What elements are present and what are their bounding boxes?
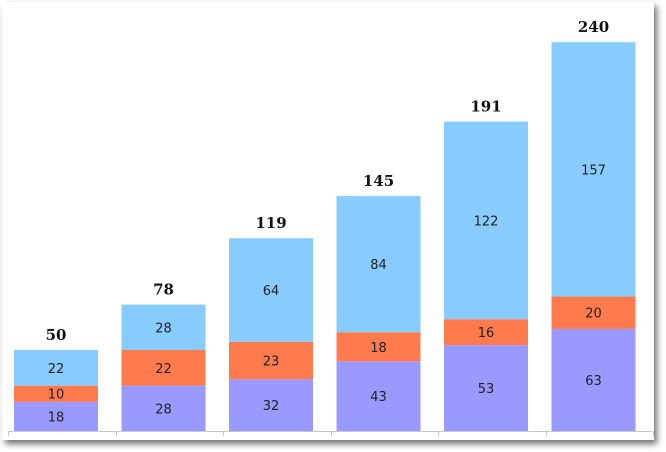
bar-segment-3	[444, 121, 528, 320]
bar-total-label: 119	[255, 214, 286, 232]
bar-segment-3	[229, 238, 313, 342]
stacked-bar-chart: 18 10 22 50 28 22 28 78 32 23 64 119 43 18 84 145 53 16 12…	[8, 18, 654, 436]
bar-segment-3	[551, 42, 636, 297]
bar-segment-3	[121, 304, 206, 350]
segment-value-label: 18	[48, 410, 65, 425]
segment-value-label: 63	[585, 374, 602, 389]
bar-segment-1	[14, 401, 98, 431]
segment-value-label: 22	[48, 362, 65, 377]
segment-value-label: 18	[370, 341, 387, 356]
segment-value-label: 20	[585, 307, 602, 322]
segment-value-label: 53	[478, 382, 495, 397]
chart-frame: 18 10 22 50 28 22 28 78 32 23 64 119 43 18 84 145 53 16 12…	[2, 2, 654, 440]
segment-value-label: 28	[155, 321, 172, 336]
bar-segment-1	[121, 385, 206, 431]
bar-total-label: 145	[363, 172, 394, 190]
bar-segment-2	[336, 332, 421, 362]
bar-segment-2	[229, 341, 313, 380]
segment-value-label: 10	[48, 388, 65, 403]
segment-value-label: 28	[155, 402, 172, 417]
segment-value-label: 16	[478, 326, 495, 341]
bar-segment-1	[551, 328, 636, 431]
bar-segment-2	[14, 385, 98, 402]
segment-value-label: 23	[263, 355, 280, 370]
bar-total-label: 191	[470, 98, 501, 116]
bar-total-label: 240	[578, 18, 609, 36]
bar-segment-1	[444, 345, 528, 431]
bar-segment-3	[14, 350, 98, 386]
bar-segment-2	[121, 350, 206, 386]
bar-segment-1	[336, 361, 421, 431]
bar-segment-2	[444, 319, 528, 346]
segment-value-label: 122	[474, 214, 499, 229]
segment-value-label: 84	[370, 258, 387, 273]
bar-total-label: 50	[46, 326, 67, 344]
bar-segment-2	[551, 296, 636, 329]
segment-value-label: 64	[263, 284, 280, 299]
bar-segment-1	[229, 379, 313, 431]
segment-value-label: 43	[370, 390, 387, 405]
segment-value-label: 157	[581, 163, 606, 178]
bar-total-label: 78	[153, 281, 174, 299]
segment-value-label: 22	[155, 362, 172, 377]
segment-value-label: 32	[263, 399, 280, 414]
bar-segment-3	[336, 196, 421, 333]
